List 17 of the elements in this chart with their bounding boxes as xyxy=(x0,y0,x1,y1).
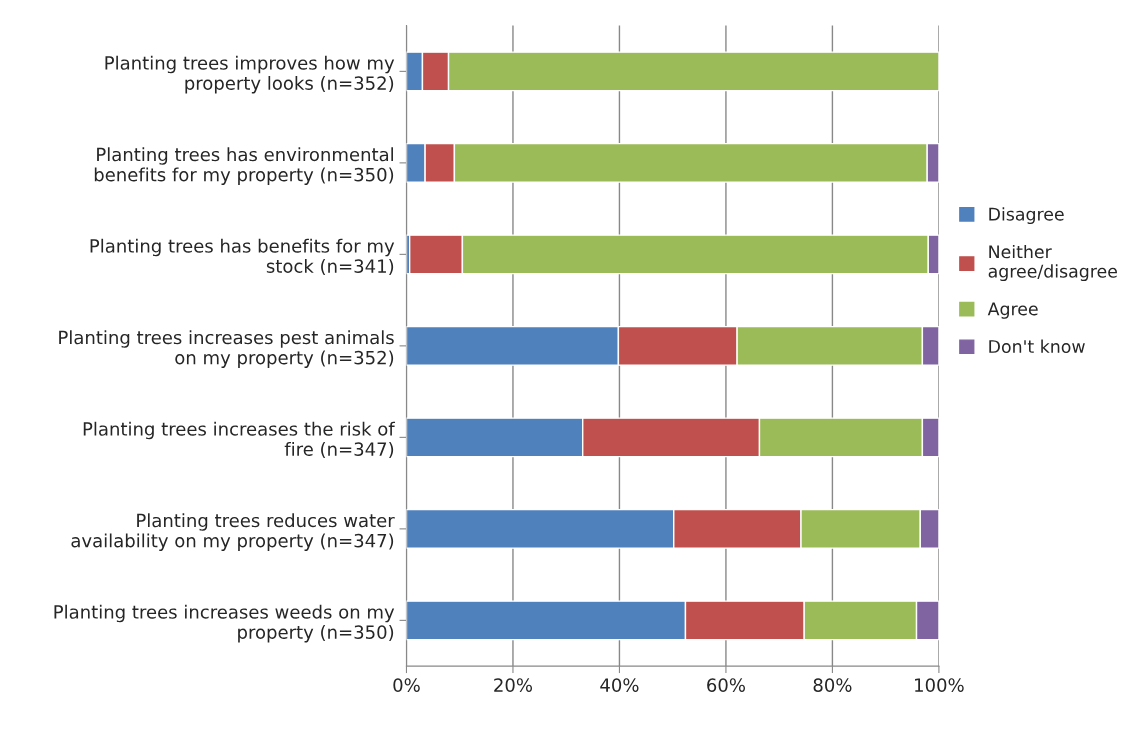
x-tick-label: 0% xyxy=(393,678,420,692)
x-tick-label: 20% xyxy=(494,678,533,692)
x-tick-label: 40% xyxy=(600,678,639,692)
legend-label: Don't know xyxy=(989,339,1085,354)
y-tick-label: Planting trees increases pest animals on my property (n=352) xyxy=(59,330,394,368)
legend-label: Disagree xyxy=(989,207,1064,225)
y-tick-label: Planting trees improves how my property looks (n=352) xyxy=(105,55,395,94)
legend-label: Agree xyxy=(987,302,1038,319)
y-tick-label: Planting trees has benefits for my stock (n=341) xyxy=(90,238,395,276)
legend-label: Neither agree/disagree xyxy=(988,244,1117,282)
x-tick-label: 100% xyxy=(915,678,964,692)
y-tick-label: Planting trees reduces water availability on my property (n=347) xyxy=(71,513,395,551)
y-tick-label: Planting trees increases the risk of fire (n=347) xyxy=(83,421,396,459)
x-tick-label: 80% xyxy=(813,678,852,692)
x-tick-label: 60% xyxy=(707,678,745,692)
y-tick-label: Planting trees increases weeds on my property (n=350) xyxy=(54,604,395,643)
y-tick-label: Planting trees has environmental benefits for my property (n=350) xyxy=(94,147,394,185)
